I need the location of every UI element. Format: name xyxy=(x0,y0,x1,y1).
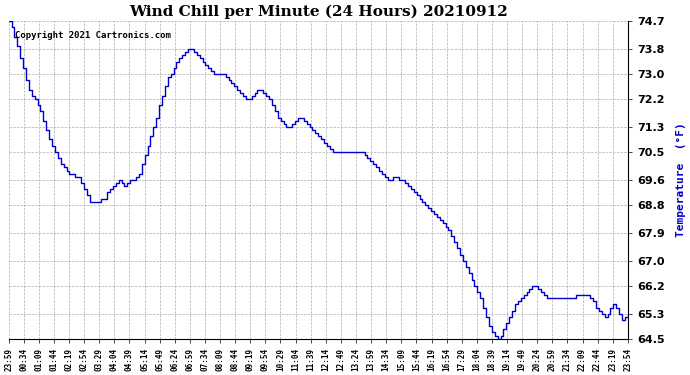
Text: Copyright 2021 Cartronics.com: Copyright 2021 Cartronics.com xyxy=(15,31,170,40)
Title: Wind Chill per Minute (24 Hours) 20210912: Wind Chill per Minute (24 Hours) 2021091… xyxy=(129,4,508,18)
Y-axis label: Temperature  (°F): Temperature (°F) xyxy=(676,123,686,237)
